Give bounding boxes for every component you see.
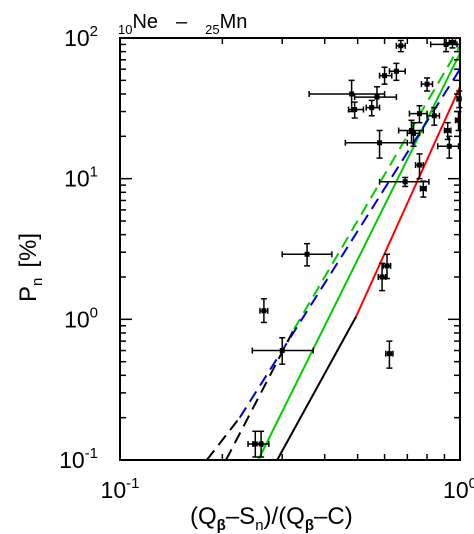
data-marker [349,91,355,97]
data-point-15 [395,39,406,53]
data-marker [377,140,383,146]
data-marker [411,130,417,136]
title-z2: 25 [205,22,219,37]
plot-content [206,37,463,461]
tick-exponent: 2 [90,23,98,40]
xlabel-beta: β [217,517,226,534]
data-marker [252,441,258,447]
y-tick-label: 102 [64,23,98,51]
data-marker [446,143,452,149]
data-point-5 [377,262,387,292]
tick-base: 10 [64,166,90,192]
data-marker [393,68,399,74]
data-marker [431,113,437,119]
data-marker [443,41,449,47]
tick-base: 10 [101,477,127,503]
tick-base: 10 [64,25,90,51]
data-marker [379,274,385,280]
data-point-25 [443,121,452,141]
data-point-1 [247,430,263,458]
model-curve-3 [257,52,461,461]
data-point-26 [436,135,460,159]
tick-base: 10 [59,447,85,473]
data-marker [374,94,380,100]
data-marker [279,348,285,354]
data-marker [408,127,414,133]
data-marker [384,263,390,269]
ylabel-sub-n: n [29,278,46,286]
data-point-11 [353,86,398,109]
model-curve-5 [293,45,461,330]
data-point-9 [347,101,365,119]
y-tick-label: 10-1 [59,445,98,473]
data-point-12 [344,129,409,159]
title-el1: Ne [132,11,158,33]
data-point-19 [408,104,428,124]
chart-title: 10Ne – 25Mn [118,11,247,37]
data-marker [398,43,404,49]
data-point-13 [378,66,393,85]
data-point-23 [426,106,441,126]
data-marker [369,105,375,111]
data-marker [416,111,422,117]
data-marker [352,107,358,113]
ylabel-p: P [15,286,42,302]
x-tick-label: 10-1 [101,475,140,503]
model-curve-6 [206,417,241,461]
y-tick-label: 101 [64,164,98,192]
model-curve-2 [355,86,461,317]
tick-exponent: -1 [85,445,98,462]
xlabel-close: –C) [314,503,353,530]
data-point-21 [419,180,427,198]
xlabel-beta2: β [305,517,314,534]
ylabel-unit: [%] [15,233,42,268]
x-axis-label: (Qβ–Sn)/(Qβ–C) [190,503,353,534]
data-point-27 [448,37,457,49]
title-z1: 10 [118,22,132,37]
data-point-4 [281,242,333,267]
data-point-6 [382,253,392,280]
x-tick-label: 100 [443,475,474,503]
xlabel-minus-s: –S [226,503,255,530]
data-point-7 [385,340,394,369]
data-marker [304,251,310,257]
tick-base: 10 [443,477,469,503]
data-point-22 [420,77,434,92]
tick-exponent: -1 [126,475,139,492]
data-point-18 [406,121,421,148]
title-dash: – [176,11,188,33]
xlabel-sub-n: n [255,517,263,534]
data-marker [402,179,408,185]
tick-base: 10 [64,306,90,332]
data-point-2 [259,298,269,324]
tick-exponent: 1 [90,164,98,181]
model-curve-1 [276,315,358,461]
title-el2: Mn [220,11,248,33]
data-marker [382,73,388,79]
data-marker [261,308,267,314]
data-point-3 [251,336,314,365]
data-marker [386,351,392,357]
data-marker [456,117,462,123]
data-marker [416,162,422,168]
xlabel-open: (Q [190,503,217,530]
xlabel-mid: )/(Q [264,503,305,530]
data-point-20 [414,153,425,180]
data-marker [424,81,430,87]
data-marker [420,186,426,192]
plot-frame [119,37,461,461]
y-axis-label: Pn [%] [15,233,46,302]
model-curve-7 [238,68,461,419]
data-marker [445,127,451,133]
data-point-14 [388,62,406,82]
tick-exponent: 0 [469,475,474,492]
data-point-8 [308,79,386,113]
tick-exponent: 0 [90,304,98,321]
y-tick-label: 100 [64,304,98,332]
data-marker [449,39,455,45]
